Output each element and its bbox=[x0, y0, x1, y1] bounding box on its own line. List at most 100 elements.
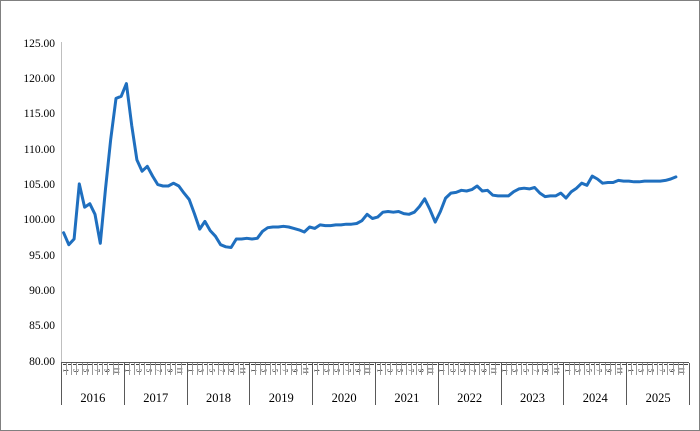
month-tick-dash bbox=[103, 364, 108, 365]
month-separator-tick bbox=[631, 363, 633, 375]
month-separator-tick bbox=[682, 363, 684, 375]
month-separator-tick bbox=[667, 363, 669, 375]
x-axis-month-cell bbox=[632, 363, 638, 389]
month-tick-dash bbox=[428, 364, 433, 365]
x-axis-month-cell: 3 bbox=[574, 363, 582, 389]
x-axis-month-cell bbox=[256, 363, 261, 389]
x-axis-month-cell: 5 bbox=[521, 363, 529, 389]
x-axis-month-cell: 5 bbox=[82, 363, 90, 389]
y-axis-tick-label: 110.00 bbox=[23, 143, 55, 156]
month-separator-tick bbox=[568, 363, 570, 375]
month-tick-dash bbox=[522, 364, 527, 365]
month-tick-dash bbox=[193, 364, 198, 365]
month-separator-tick bbox=[270, 363, 272, 375]
month-separator-tick bbox=[448, 363, 450, 375]
month-separator-tick bbox=[337, 363, 339, 375]
month-separator-tick bbox=[275, 363, 277, 375]
x-axis-month-cell bbox=[496, 363, 501, 389]
month-tick-dash bbox=[663, 364, 668, 365]
x-axis-month-cell: 11 bbox=[175, 363, 183, 389]
y-axis-tick-label: 90.00 bbox=[29, 284, 55, 297]
x-axis-month-cell bbox=[349, 363, 355, 389]
month-separator-tick bbox=[254, 363, 256, 375]
month-tick-dash bbox=[62, 364, 67, 365]
month-separator-tick bbox=[264, 363, 266, 375]
x-axis-month-cell: 7 bbox=[155, 363, 163, 389]
x-axis-year-group: 1 3 5 7 9 11 2020 bbox=[312, 363, 376, 405]
month-tick-dash bbox=[459, 364, 464, 365]
month-separator-tick bbox=[207, 363, 209, 375]
month-tick-dash bbox=[329, 364, 334, 365]
x-axis-month-ticks: 1 3 5 7 9 11 bbox=[438, 363, 501, 389]
month-separator-tick bbox=[363, 363, 365, 375]
x-axis-month-cell bbox=[412, 363, 418, 389]
month-tick-dash bbox=[313, 364, 318, 365]
month-tick-dash bbox=[449, 364, 454, 365]
x-axis-month-cell: 11 bbox=[113, 363, 121, 389]
x-axis-month-cell bbox=[130, 363, 136, 389]
month-separator-tick bbox=[117, 363, 119, 375]
x-axis-month-cell: 5 bbox=[145, 363, 153, 389]
x-axis-month-cell bbox=[360, 363, 365, 389]
month-separator-tick bbox=[191, 363, 193, 375]
month-separator-tick bbox=[599, 363, 601, 375]
x-axis-year-label: 2020 bbox=[331, 391, 357, 405]
y-axis-tick-label: 125.00 bbox=[23, 37, 55, 50]
month-tick-dash bbox=[496, 364, 501, 365]
x-axis-month-cell: 7 bbox=[343, 363, 351, 389]
x-axis-year-group: 1 3 5 7 9 11 2021 bbox=[375, 363, 439, 405]
x-axis-month-cell: 1 bbox=[249, 363, 257, 389]
month-separator-tick bbox=[295, 363, 297, 375]
month-tick-dash bbox=[239, 364, 244, 365]
x-axis-month-cell: 11 bbox=[427, 363, 435, 389]
month-separator-tick bbox=[144, 363, 146, 375]
month-tick-dash bbox=[502, 364, 507, 365]
month-separator-tick bbox=[368, 363, 370, 375]
x-axis-month-cell bbox=[213, 363, 219, 389]
month-tick-dash bbox=[344, 364, 349, 365]
month-separator-tick bbox=[180, 363, 182, 375]
month-tick-dash bbox=[580, 364, 585, 365]
x-axis-month-cell: 5 bbox=[270, 363, 278, 389]
month-separator-tick bbox=[614, 363, 616, 375]
x-axis-month-cell bbox=[402, 363, 407, 389]
month-separator-tick bbox=[233, 363, 234, 375]
x-axis-month-cell: 5 bbox=[333, 363, 341, 389]
month-separator-tick bbox=[416, 363, 418, 375]
month-tick-dash bbox=[475, 364, 480, 365]
x-axis-month-cell: 5 bbox=[396, 363, 404, 389]
x-axis-month-cell: 9 bbox=[165, 363, 173, 389]
x-axis-year-group: 1 3 5 7 9 11 2025 bbox=[626, 363, 690, 405]
month-tick-dash bbox=[490, 364, 495, 365]
x-axis-month-cell bbox=[171, 363, 177, 389]
x-axis-month-cell: 1 bbox=[124, 363, 132, 389]
x-axis-month-cell: 9 bbox=[479, 363, 487, 389]
month-separator-tick bbox=[107, 363, 109, 375]
month-tick-dash bbox=[276, 364, 281, 365]
month-tick-dash bbox=[334, 364, 339, 365]
month-tick-dash bbox=[433, 364, 438, 365]
month-separator-tick bbox=[353, 363, 355, 375]
x-axis-month-cell: 9 bbox=[291, 363, 299, 389]
month-separator-tick bbox=[421, 363, 423, 375]
month-separator-tick bbox=[196, 363, 198, 375]
month-tick-dash bbox=[114, 364, 119, 365]
x-axis-month-ticks: 1 3 5 7 9 11 bbox=[61, 363, 124, 389]
x-axis-month-cell bbox=[538, 363, 543, 389]
x-axis-month-cell bbox=[570, 363, 575, 389]
month-tick-dash bbox=[219, 364, 224, 365]
x-axis-year-label: 2016 bbox=[80, 391, 106, 405]
month-tick-dash bbox=[78, 364, 83, 365]
month-separator-tick bbox=[322, 363, 324, 375]
x-axis-month-cell bbox=[244, 363, 249, 389]
month-tick-dash bbox=[538, 364, 543, 365]
month-separator-tick bbox=[526, 363, 528, 375]
x-axis-month-cell: 9 bbox=[416, 363, 424, 389]
month-tick-dash bbox=[72, 364, 77, 365]
month-separator-tick bbox=[154, 363, 156, 375]
x-axis-month-cell: 11 bbox=[364, 363, 372, 389]
month-separator-tick bbox=[149, 363, 151, 375]
month-tick-dash bbox=[213, 364, 218, 365]
x-axis-month-cell: 11 bbox=[489, 363, 497, 389]
